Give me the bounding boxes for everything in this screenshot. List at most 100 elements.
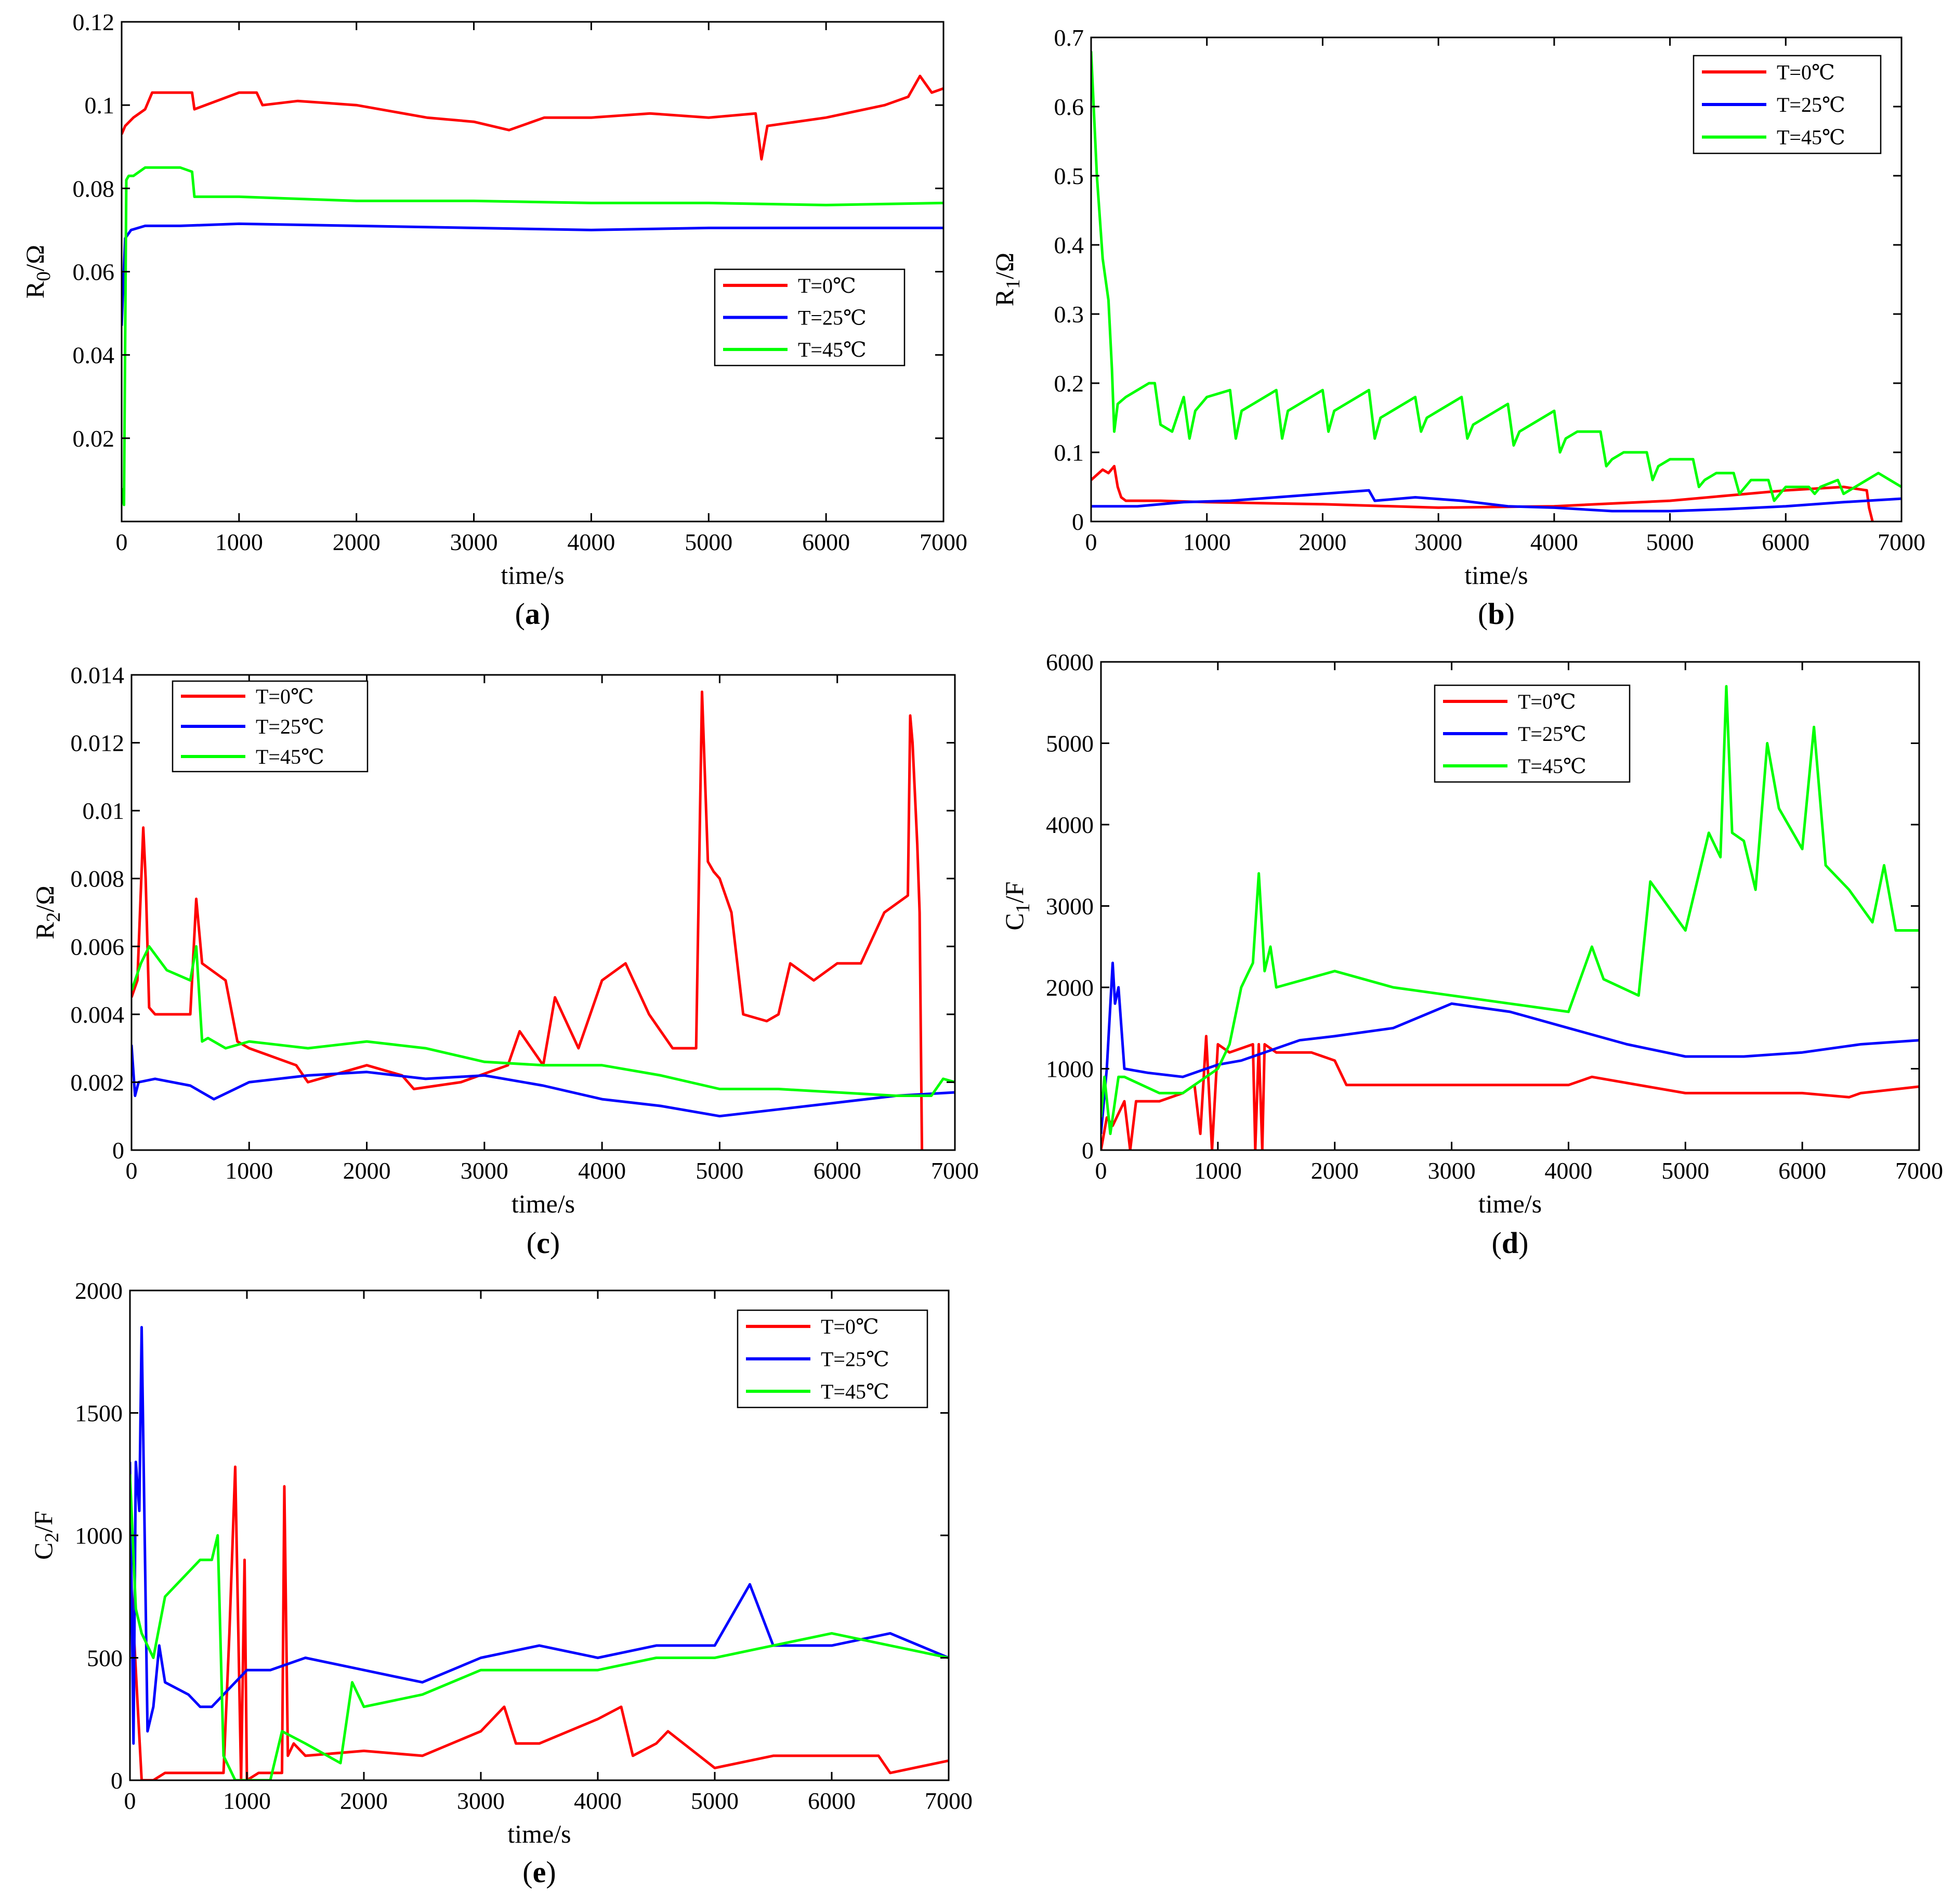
series-group: [130, 1326, 949, 1780]
x-tick-label: 0: [1085, 529, 1097, 555]
series-line-c-2: [132, 945, 955, 1097]
y-tick-label: 1000: [1046, 1056, 1094, 1083]
x-tick-label: 6000: [808, 1788, 856, 1814]
x-tick-label: 4000: [1530, 529, 1578, 555]
series-line-b-2: [1091, 51, 1901, 502]
y-axis-title-main: R: [20, 281, 49, 298]
series-line-a-2: [122, 166, 943, 506]
legend-entry: T=25℃: [1777, 93, 1845, 116]
panel-label: (a): [515, 597, 550, 631]
x-tick-label: 2000: [333, 529, 381, 555]
chart-panel-d: 0 1000 2000 3000 4000 5000 6000 7000 0 1000 2000 30…: [1000, 649, 1943, 1260]
x-tick-label: 0: [124, 1788, 136, 1814]
panel-label-close: ): [1505, 597, 1515, 631]
y-tick-label: 1500: [75, 1400, 123, 1427]
legend-entry: T=0℃: [821, 1315, 879, 1338]
x-tick-label: 7000: [1878, 529, 1925, 555]
y-tick-label: 0.002: [71, 1069, 125, 1096]
panel-label-letter: c: [536, 1226, 550, 1260]
y-tick-label: 0.3: [1054, 301, 1084, 328]
y-axis-title-main: C: [29, 1543, 58, 1560]
x-axis-title: time/s: [512, 1189, 575, 1218]
y-axis-title: C1/F: [1000, 881, 1034, 930]
legend: T=0℃ T=25℃ T=45℃: [1693, 55, 1882, 154]
legend-entry: T=0℃: [256, 685, 314, 708]
y-axis-title: C2/F: [29, 1511, 63, 1560]
x-tick-label: 2000: [340, 1788, 388, 1814]
chart-panel-a: 0 1000 2000 3000 4000 5000 6000 7000 0.02 0.04 0.0…: [20, 9, 967, 631]
panel-label-close: ): [1518, 1226, 1528, 1260]
x-tick-label: 4000: [1544, 1157, 1592, 1184]
legend: T=0℃ T=25℃ T=45℃: [737, 1309, 928, 1409]
x-tick-label: 4000: [574, 1788, 622, 1814]
panel-label-open: (: [527, 1226, 536, 1260]
panel-label-letter: e: [533, 1855, 546, 1889]
y-axis-title-unit: /F: [1000, 881, 1029, 903]
x-tick-label: 1000: [1194, 1157, 1242, 1184]
x-tick-label: 4000: [567, 529, 615, 555]
x-tick-label: 3000: [1414, 529, 1462, 555]
series-line-a-1: [122, 222, 943, 326]
panel-label-open: (: [515, 597, 525, 631]
y-axis-title-unit: /Ω: [20, 245, 49, 271]
chart-panel-b: 0 1000 2000 3000 4000 5000 6000 7000 0 0.1 0.2 0.3 0…: [990, 24, 1925, 631]
series-line-c-0: [132, 690, 924, 1150]
panel-label-letter: b: [1488, 597, 1504, 631]
x-tick-label: 7000: [1895, 1157, 1943, 1184]
panel-label: (c): [527, 1226, 560, 1260]
legend-entry: T=25℃: [256, 715, 324, 738]
series-line-d-2: [1101, 685, 1919, 1136]
series-group: [1101, 685, 1919, 1150]
y-tick-label: 3000: [1046, 893, 1094, 920]
x-tick-label: 5000: [1646, 529, 1694, 555]
legend-entry: T=45℃: [1518, 754, 1586, 778]
x-tick-label: 2000: [1311, 1157, 1359, 1184]
legend-entry: T=0℃: [1777, 60, 1835, 84]
y-axis-title-unit: /Ω: [30, 885, 59, 912]
x-tick-label: 0: [126, 1157, 138, 1184]
chart-panel-c: 0 1000 2000 3000 4000 5000 6000 7000 0 0.002 0.004…: [30, 662, 979, 1260]
series-line-e-1: [130, 1326, 949, 1745]
y-axis-title-sub: 0: [33, 271, 55, 281]
x-axis-title: time/s: [1464, 560, 1528, 590]
x-tick-label: 6000: [1762, 529, 1809, 555]
y-tick-label: 6000: [1046, 649, 1094, 675]
series-line-d-1: [1101, 961, 1919, 1134]
legend-entry: T=0℃: [798, 274, 856, 297]
y-tick-label: 0.2: [1054, 370, 1084, 397]
y-tick-label: 4000: [1046, 812, 1094, 838]
y-axis-title-main: C: [1000, 913, 1029, 930]
y-tick-label: 0.006: [71, 933, 125, 960]
y-axis-title-sub: 2: [41, 1533, 63, 1543]
x-tick-label: 1000: [225, 1157, 273, 1184]
x-tick-label: 3000: [450, 529, 498, 555]
x-tick-label: 7000: [920, 529, 967, 555]
x-tick-label: 1000: [1183, 529, 1231, 555]
panel-label-open: (: [522, 1855, 532, 1889]
x-tick-label: 0: [116, 529, 128, 555]
y-axis-title-main: R: [990, 289, 1019, 306]
y-axis-title-unit: /F: [29, 1511, 58, 1533]
x-tick-label: 5000: [696, 1157, 743, 1184]
y-tick-label: 0.08: [73, 175, 115, 202]
legend-entry: T=45℃: [821, 1380, 889, 1403]
legend: T=0℃ T=25℃ T=45℃: [172, 680, 369, 773]
x-tick-label: 6000: [1778, 1157, 1826, 1184]
x-tick-label: 2000: [343, 1157, 391, 1184]
y-tick-label: 0.01: [83, 798, 125, 824]
y-tick-label: 0.04: [73, 342, 115, 369]
y-tick-label: 0: [1082, 1137, 1094, 1164]
y-tick-label: 0.6: [1054, 94, 1084, 120]
y-tick-label: 0: [1072, 508, 1084, 535]
y-tick-label: 2000: [1046, 974, 1094, 1001]
legend-entry: T=0℃: [1518, 690, 1576, 713]
x-tick-label: 4000: [578, 1157, 626, 1184]
series-line-b-0: [1091, 465, 1874, 521]
series-group: [1091, 51, 1901, 521]
series-line-e-0: [130, 1465, 949, 1780]
y-tick-label: 0.1: [1054, 439, 1084, 466]
series-line-e-2: [130, 1474, 949, 1780]
legend-entry: T=25℃: [821, 1348, 889, 1371]
legend: T=0℃ T=25℃ T=45℃: [1434, 684, 1631, 783]
